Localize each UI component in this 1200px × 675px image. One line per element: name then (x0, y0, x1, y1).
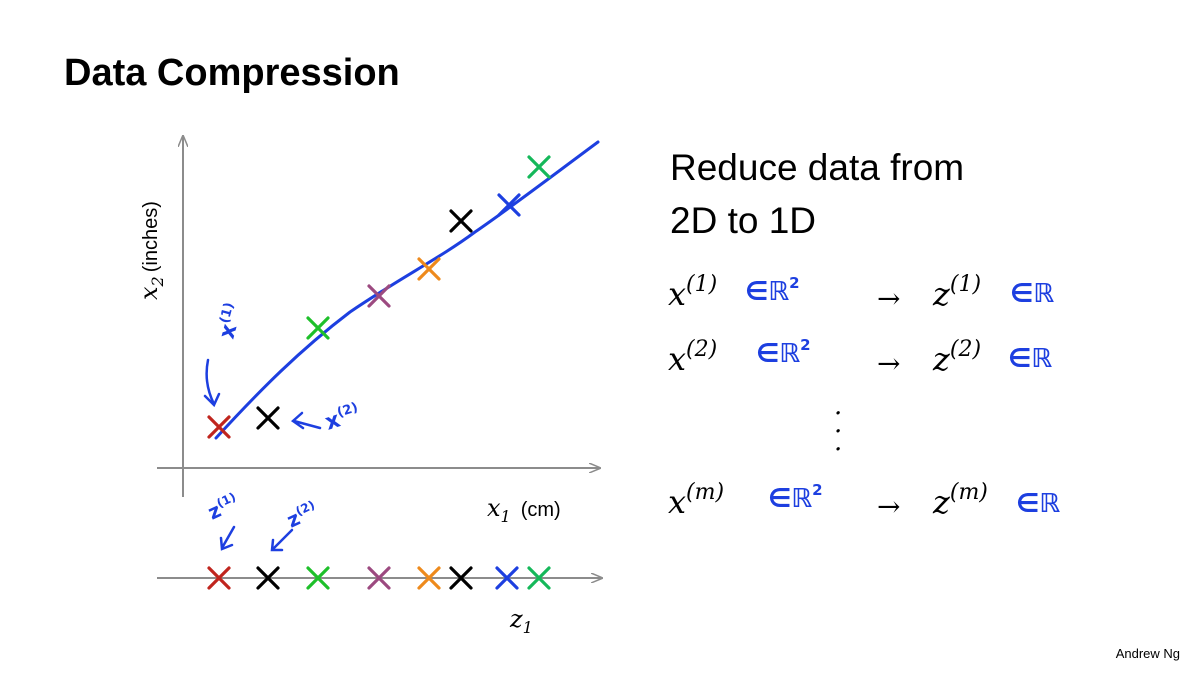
mapping-row-2: x(2) ∈ℝ2 → z(2) ∈ℝ (668, 336, 1052, 380)
data-point-2d-7 (497, 193, 521, 217)
svg-text:∈ℝ2: ∈ℝ2 (745, 274, 800, 307)
annot-z1-arrow (219, 525, 236, 551)
vertical-ellipsis: · · · (834, 399, 842, 465)
footer-author: Andrew Ng (1115, 646, 1180, 661)
data-point-z1-5 (417, 566, 441, 590)
svg-text:z(1): z(1) (932, 272, 981, 313)
data-point-2d-2 (256, 406, 280, 430)
row1-x-space-exp: 2 (789, 274, 799, 292)
data-point-2d-5 (417, 257, 441, 281)
svg-text:x(2): x(2) (668, 337, 717, 378)
data-point-2d-1 (207, 415, 231, 439)
annotation-z2: z(2) (270, 498, 321, 552)
row2-x-space-exp: 2 (800, 336, 810, 354)
data-point-z1-1 (207, 566, 231, 590)
rowm-x-space: ∈ℝ (768, 484, 812, 514)
annot-z2-sup: (2) (294, 498, 317, 519)
intro-line-1: Reduce data from (670, 147, 964, 188)
row2-x-base: x (668, 340, 686, 378)
rowm-z-sup: (m) (950, 480, 988, 505)
ellipsis-dot-2: · (834, 417, 842, 447)
svg-text:z(m): z(m) (932, 480, 988, 521)
x-label-unit: (cm) (521, 499, 561, 521)
x-label-var: x (487, 494, 501, 522)
points-2d (207, 155, 551, 439)
intro-line-2: 2D to 1D (670, 200, 816, 241)
mapping-row-m: x(m) ∈ℝ2 → z(m) ∈ℝ (668, 480, 1060, 523)
annotation-z1: z(1) (204, 490, 242, 551)
data-point-z1-6 (449, 566, 473, 590)
z-label-sub: 1 (523, 618, 533, 637)
annot-x2-sup: (2) (335, 400, 360, 421)
data-point-z1-2 (256, 566, 280, 590)
y-label-unit: (inches) (140, 201, 162, 272)
rowm-z-space: ∈ℝ (1016, 489, 1060, 519)
row2-x-space: ∈ℝ (756, 339, 800, 369)
row1-x-sup: (1) (686, 272, 717, 297)
svg-text:∈ℝ2: ∈ℝ2 (756, 336, 811, 369)
svg-text:x(1): x(1) (668, 272, 717, 313)
data-point-z1-4 (367, 566, 391, 590)
rowm-arrow: → (877, 490, 900, 523)
annotation-x2: x(2) (290, 400, 363, 436)
y-axis-label: x2 (inches) (135, 201, 167, 300)
annot-z2-arrow (270, 528, 294, 552)
svg-text:x(1): x(1) (214, 301, 248, 342)
data-point-z1-3 (306, 566, 330, 590)
data-point-2d-6 (449, 209, 473, 233)
ellipsis-dot-1: · (834, 399, 842, 429)
row2-z-sup: (2) (950, 337, 981, 362)
annot-x1-arrow (203, 358, 221, 408)
row2-x-sup: (2) (686, 337, 717, 362)
row1-arrow: → (877, 282, 900, 315)
annot-x1-sup: (1) (217, 301, 237, 325)
ellipsis-dot-3: · (834, 435, 842, 465)
y-label-var: x (135, 286, 163, 300)
row1-z-space: ∈ℝ (1010, 279, 1054, 309)
x-axis-label: x1 (cm) (487, 494, 561, 526)
row1-z-sup: (1) (950, 272, 981, 297)
mapping-row-1: x(1) ∈ℝ2 → z(1) ∈ℝ (668, 272, 1054, 315)
svg-text:x(2): x(2) (322, 400, 363, 436)
row1-x-space: ∈ℝ (745, 277, 789, 307)
svg-text:∈ℝ2: ∈ℝ2 (768, 481, 823, 514)
data-point-2d-3 (306, 316, 330, 340)
rowm-x-space-exp: 2 (812, 481, 822, 499)
z1-axis-label: z1 (509, 605, 533, 637)
data-point-z1-7 (495, 566, 519, 590)
data-point-2d-8 (527, 155, 551, 179)
data-point-z1-8 (527, 566, 551, 590)
row2-z-space: ∈ℝ (1008, 344, 1052, 374)
rowm-x-sup: (m) (686, 480, 724, 505)
svg-text:z(2): z(2) (932, 337, 981, 378)
slide-title: Data Compression (64, 52, 400, 94)
annotation-x1: x(1) (203, 301, 248, 408)
x-label-sub: 1 (501, 507, 511, 526)
z-label-var: z (509, 605, 523, 633)
rowm-z-base: z (932, 483, 951, 521)
data-point-2d-4 (367, 284, 391, 308)
svg-text:z(1): z(1) (204, 490, 242, 525)
row1-x-base: x (668, 275, 686, 313)
annot-z1-sup: (1) (215, 490, 238, 511)
row2-z-base: z (932, 340, 951, 378)
annot-x1-base: x (215, 321, 243, 341)
projection-line (214, 140, 600, 440)
points-1d (207, 566, 551, 590)
row2-arrow: → (877, 347, 900, 380)
y-label-sub: 2 (148, 276, 167, 287)
svg-text:z(2): z(2) (283, 498, 321, 533)
svg-text:x(m): x(m) (668, 480, 724, 521)
rowm-x-base: x (668, 483, 686, 521)
annot-x2-arrow (290, 411, 322, 430)
row1-z-base: z (932, 275, 951, 313)
